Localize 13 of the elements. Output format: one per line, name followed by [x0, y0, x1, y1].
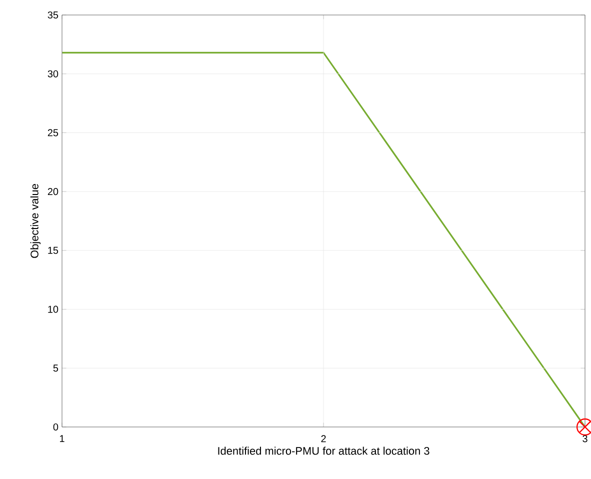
y-tick-label: 5	[53, 364, 58, 372]
y-tick-label: 0	[53, 423, 58, 431]
y-tick-label: 10	[48, 306, 58, 313]
y-tick-label: 30	[48, 70, 58, 78]
x-tick-label: 3	[582, 435, 588, 442]
y-tick-label: 20	[48, 188, 58, 196]
y-tick-label: 35	[48, 11, 58, 19]
y-tick-label: 25	[48, 129, 58, 136]
x-tick-label: 1	[60, 435, 64, 442]
y-tick-label: 15	[48, 246, 58, 254]
x-axis-title: Identified micro-PMU for attack at location 3	[218, 446, 430, 455]
y-axis-title: Objective value	[30, 184, 41, 258]
x-tick-label: 2	[321, 435, 326, 442]
